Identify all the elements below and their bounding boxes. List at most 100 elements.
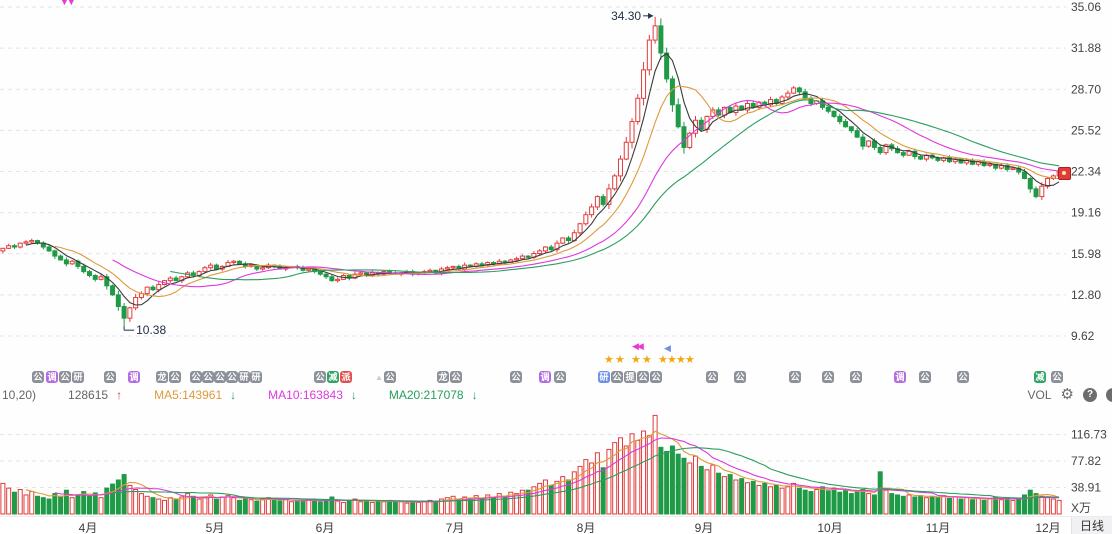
candle[interactable] bbox=[646, 39, 652, 71]
volume-bar[interactable] bbox=[612, 442, 618, 515]
candle[interactable] bbox=[1004, 165, 1010, 170]
volume-bar[interactable] bbox=[81, 491, 87, 515]
volume-bar[interactable] bbox=[144, 495, 150, 515]
volume-bars-layer[interactable] bbox=[0, 414, 1062, 515]
candle[interactable] bbox=[877, 146, 883, 154]
volume-bar[interactable] bbox=[358, 501, 364, 515]
volume-bar[interactable] bbox=[1056, 499, 1062, 515]
volume-bar[interactable] bbox=[964, 497, 970, 515]
candle[interactable] bbox=[0, 247, 6, 252]
volume-bar[interactable] bbox=[115, 479, 121, 515]
volume-bar[interactable] bbox=[150, 497, 156, 515]
volume-bar[interactable] bbox=[970, 499, 976, 515]
volume-bar[interactable] bbox=[664, 450, 670, 515]
volume-bar[interactable] bbox=[1021, 494, 1027, 515]
volume-bar[interactable] bbox=[825, 490, 831, 515]
volume-bar[interactable] bbox=[981, 499, 987, 515]
event-badge[interactable]: 公 bbox=[226, 371, 238, 383]
volume-bar[interactable] bbox=[681, 457, 687, 515]
volume-bar[interactable] bbox=[300, 500, 306, 515]
event-badge[interactable]: 公 bbox=[190, 371, 202, 383]
event-badge[interactable]: 公 bbox=[611, 371, 623, 383]
candle[interactable] bbox=[946, 157, 952, 163]
event-badge[interactable]: 公 bbox=[1051, 371, 1063, 383]
candle[interactable] bbox=[133, 296, 139, 309]
volume-bar[interactable] bbox=[127, 484, 133, 515]
event-badge[interactable]: 公 bbox=[202, 371, 214, 383]
volume-bar[interactable] bbox=[646, 435, 652, 515]
volume-bar[interactable] bbox=[369, 501, 375, 515]
volume-bar[interactable] bbox=[323, 499, 329, 515]
volume-bar[interactable] bbox=[900, 495, 906, 515]
candle[interactable] bbox=[589, 206, 595, 216]
volume-bar[interactable] bbox=[560, 476, 566, 515]
volume-bar[interactable] bbox=[906, 494, 912, 515]
volume-bar[interactable] bbox=[46, 498, 52, 515]
volume-bar[interactable] bbox=[779, 487, 785, 515]
candle[interactable] bbox=[519, 255, 525, 260]
volume-bar[interactable] bbox=[306, 498, 312, 515]
volume-bar[interactable] bbox=[871, 494, 877, 515]
candle[interactable] bbox=[612, 175, 618, 190]
volume-bar[interactable] bbox=[514, 493, 520, 515]
volume-bar[interactable] bbox=[340, 501, 346, 515]
volume-bar[interactable] bbox=[283, 499, 289, 515]
volume-bar[interactable] bbox=[1039, 495, 1045, 515]
candle[interactable] bbox=[1039, 185, 1045, 198]
volume-bar[interactable] bbox=[566, 479, 572, 515]
event-badge[interactable]: 公 bbox=[32, 371, 44, 383]
candle[interactable] bbox=[29, 240, 35, 243]
volume-bar[interactable] bbox=[675, 453, 681, 515]
volume-bar[interactable] bbox=[104, 487, 110, 515]
volume-bar[interactable] bbox=[739, 478, 745, 515]
volume-bar[interactable] bbox=[710, 464, 716, 515]
volume-bar[interactable] bbox=[381, 501, 387, 515]
volume-bar[interactable] bbox=[277, 500, 283, 515]
volume-bar[interactable] bbox=[831, 487, 837, 515]
event-badge[interactable]: 龙 bbox=[156, 371, 168, 383]
event-badge[interactable]: 公 bbox=[919, 371, 931, 383]
candle[interactable] bbox=[213, 264, 219, 270]
volume-bar[interactable] bbox=[929, 495, 935, 515]
candle[interactable] bbox=[554, 242, 560, 251]
candle[interactable] bbox=[444, 267, 450, 270]
volume-bar[interactable] bbox=[762, 482, 768, 515]
event-badge[interactable]: 公 bbox=[706, 371, 718, 383]
candle[interactable] bbox=[779, 96, 785, 104]
volume-bar[interactable] bbox=[121, 474, 127, 515]
event-badge[interactable]: 提 bbox=[624, 371, 636, 383]
volume-bar[interactable] bbox=[294, 499, 300, 515]
candle[interactable] bbox=[750, 102, 756, 108]
volume-bar[interactable] bbox=[92, 492, 98, 515]
candle[interactable] bbox=[167, 277, 173, 282]
volume-bar[interactable] bbox=[433, 501, 439, 515]
candle[interactable] bbox=[450, 265, 456, 269]
candle[interactable] bbox=[733, 105, 739, 114]
volume-bar[interactable] bbox=[848, 493, 854, 515]
candle[interactable] bbox=[860, 136, 866, 147]
volume-chart[interactable]: 38.91 77.82 116.73 X万 bbox=[0, 404, 1112, 516]
volume-bar[interactable] bbox=[225, 495, 231, 515]
volume-bar[interactable] bbox=[398, 501, 404, 515]
volume-bar[interactable] bbox=[802, 489, 808, 515]
volume-bar[interactable] bbox=[923, 497, 929, 515]
volume-bar[interactable] bbox=[635, 440, 641, 515]
volume-bar[interactable] bbox=[669, 445, 675, 515]
candle[interactable] bbox=[623, 141, 629, 160]
candle[interactable] bbox=[92, 274, 98, 280]
candle[interactable] bbox=[987, 163, 993, 167]
volume-bar[interactable] bbox=[1004, 497, 1010, 515]
event-badge[interactable]: 公 bbox=[214, 371, 226, 383]
volume-bar[interactable] bbox=[993, 496, 999, 515]
volume-bar[interactable] bbox=[577, 465, 583, 515]
candle[interactable] bbox=[664, 52, 670, 80]
volume-bar[interactable] bbox=[248, 499, 254, 515]
volume-bar[interactable] bbox=[312, 499, 318, 515]
candle[interactable] bbox=[1021, 171, 1027, 179]
candle[interactable] bbox=[837, 115, 843, 123]
volume-bar[interactable] bbox=[756, 484, 762, 515]
candle[interactable] bbox=[796, 87, 802, 93]
volume-bar[interactable] bbox=[998, 499, 1004, 515]
volume-bar[interactable] bbox=[519, 489, 525, 515]
volume-bar[interactable] bbox=[698, 465, 704, 515]
